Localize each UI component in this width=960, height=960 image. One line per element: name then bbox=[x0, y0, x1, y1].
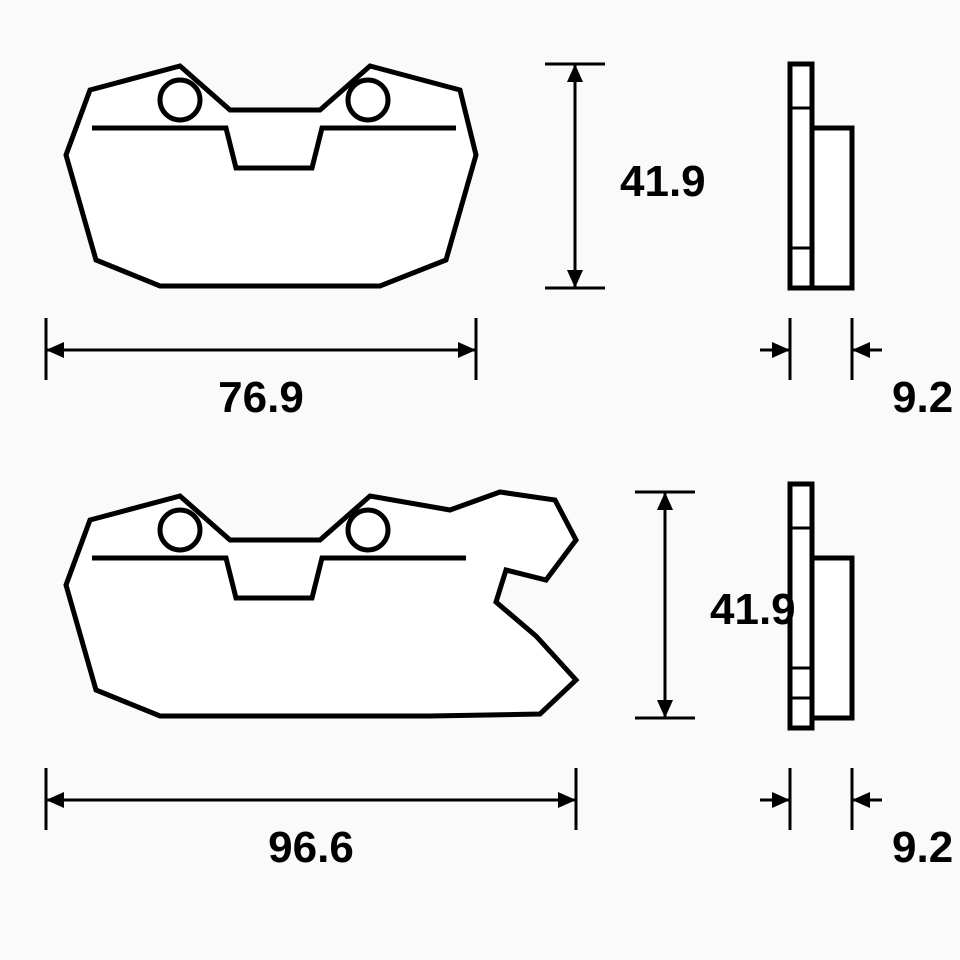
dim-top-width: 76.9 bbox=[46, 318, 476, 422]
dim-bottom-width: 96.6 bbox=[46, 768, 576, 872]
label-bottom-thickness: 9.2 bbox=[892, 823, 953, 872]
pad-top-side bbox=[790, 64, 852, 288]
label-bottom-width: 96.6 bbox=[268, 823, 354, 872]
dim-top-thickness: 9.2 bbox=[760, 318, 953, 422]
label-bottom-height: 41.9 bbox=[710, 585, 796, 634]
label-top-width: 76.9 bbox=[218, 373, 304, 422]
dim-bottom-thickness: 9.2 bbox=[760, 768, 953, 872]
dim-bottom-height: 41.9 bbox=[635, 492, 796, 718]
label-top-thickness: 9.2 bbox=[892, 373, 953, 422]
dim-top-height: 41.9 bbox=[545, 64, 706, 288]
brake-pad-tech-drawing: 41.9 76.9 9.2 bbox=[0, 0, 960, 960]
pad-bottom-side bbox=[790, 484, 852, 728]
pad-bottom-front bbox=[66, 492, 576, 716]
pad-top-front bbox=[66, 66, 476, 286]
label-top-height: 41.9 bbox=[620, 157, 706, 206]
